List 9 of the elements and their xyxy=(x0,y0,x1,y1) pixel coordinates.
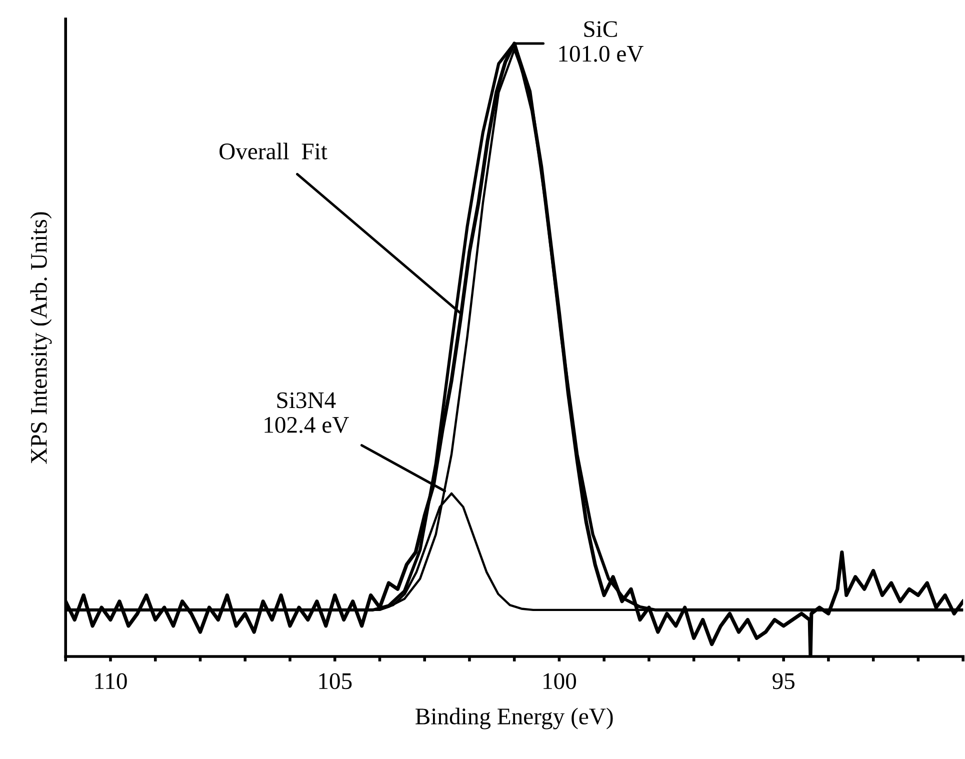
x-axis-title: Binding Energy (eV) xyxy=(416,708,613,730)
x-tick-label: 100 xyxy=(544,673,576,690)
x-tick-label: 110 xyxy=(95,673,127,690)
annotation: Si3N4 102.4 eV xyxy=(264,392,349,434)
annotation: Overall Fit xyxy=(220,142,328,160)
annotation: SiC 101.0 eV xyxy=(559,21,644,62)
x-tick-label: 105 xyxy=(319,673,352,690)
y-axis-title: XPS Intensity (Arb. Units) xyxy=(30,212,52,464)
x-tick-label: 95 xyxy=(772,673,794,690)
